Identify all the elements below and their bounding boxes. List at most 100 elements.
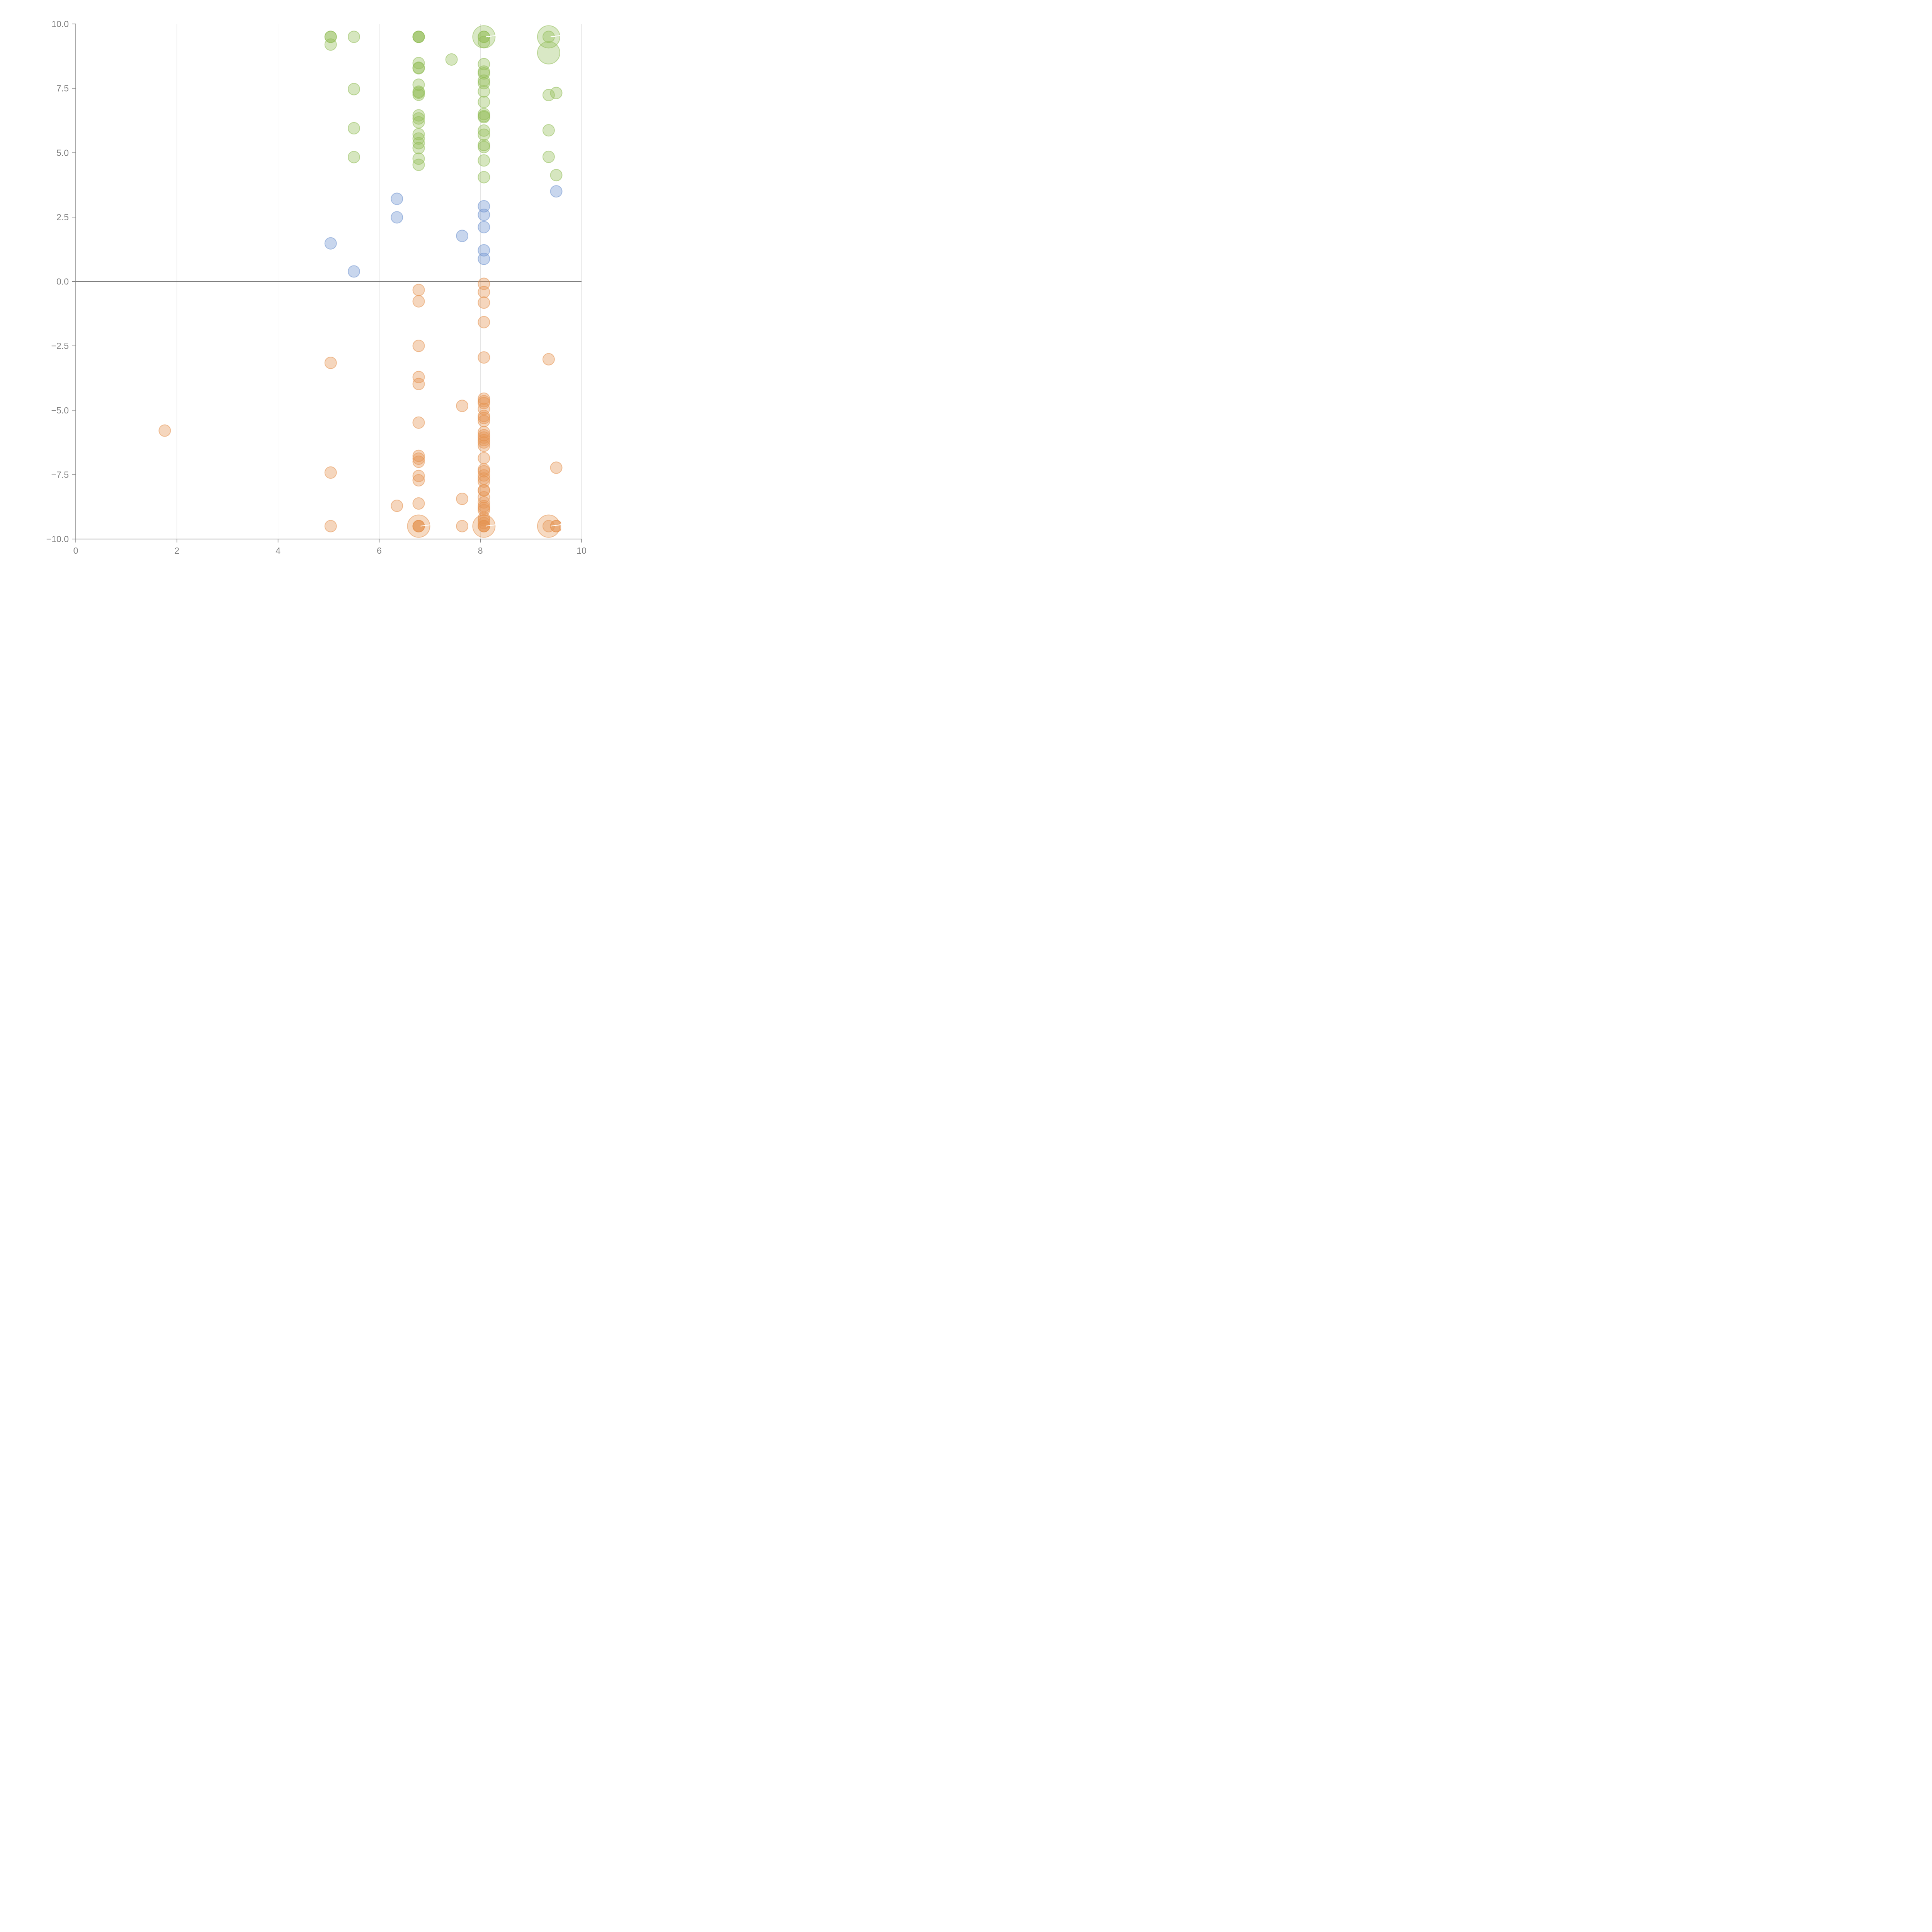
data-point	[550, 169, 563, 182]
axis-layer: 10.0 7.5 5.0 2.5 0.0 −2.5 −5.0 −7.5 −10.0 0 2 4 6 8 10	[46, 19, 587, 556]
data-point	[478, 111, 490, 124]
data-point	[412, 116, 425, 129]
data-point	[478, 124, 490, 137]
data-point	[324, 466, 337, 479]
series-orange	[158, 277, 563, 538]
y-tick-label: 2.5	[56, 212, 69, 222]
annotation-label: Y	[495, 519, 504, 534]
data-point	[550, 520, 563, 532]
annotation-label: A	[495, 30, 505, 44]
data-point	[478, 296, 490, 309]
y-tick-label: 10.0	[51, 19, 69, 29]
data-point	[412, 31, 425, 43]
data-point-large	[537, 25, 560, 49]
data-point	[478, 154, 490, 167]
data-point	[412, 142, 425, 155]
series-green	[324, 25, 563, 184]
data-point	[412, 109, 425, 122]
data-point	[550, 87, 563, 99]
data-point	[391, 211, 403, 224]
x-tick-label: 10	[577, 546, 587, 556]
data-point	[478, 31, 490, 43]
x-tick-label: 8	[478, 546, 483, 556]
data-point	[478, 392, 490, 405]
data-point	[478, 351, 490, 364]
data-point	[478, 415, 490, 427]
y-tick-label: 0.0	[56, 277, 69, 287]
data-point	[456, 230, 469, 242]
data-point	[550, 185, 563, 198]
data-point	[542, 150, 555, 163]
data-point	[478, 58, 490, 70]
data-point	[412, 132, 425, 145]
data-point	[412, 474, 425, 487]
data-point	[158, 424, 171, 437]
x-tick-label: 2	[174, 546, 179, 556]
data-point	[412, 284, 425, 296]
data-point	[478, 244, 490, 257]
y-tick-label: −10.0	[46, 534, 69, 544]
data-point	[412, 62, 425, 75]
data-point	[478, 141, 490, 153]
data-point	[412, 371, 425, 383]
data-point	[412, 340, 425, 352]
data-point	[478, 128, 490, 141]
data-point	[478, 252, 490, 265]
annotation-leader	[550, 35, 562, 37]
annotation-leader	[550, 524, 562, 527]
data-point	[478, 475, 490, 488]
annotation-label: D	[560, 519, 570, 534]
data-point	[478, 286, 490, 298]
series-blue	[324, 185, 563, 278]
data-point	[412, 295, 425, 308]
data-point	[412, 158, 425, 171]
data-point	[478, 95, 490, 108]
data-point	[445, 53, 458, 66]
data-point	[478, 403, 490, 415]
data-point-large	[537, 41, 560, 65]
marks-layer	[158, 25, 563, 538]
scatter-chart-svg: 10.07.55.02.50.0−2.5−5.0−7.5−10.00 2 4 6 8 10…	[46, 19, 587, 556]
data-point	[478, 520, 490, 532]
data-point	[456, 400, 469, 412]
data-point	[412, 137, 425, 150]
data-point	[391, 192, 403, 205]
data-point-large	[407, 514, 430, 538]
data-point	[347, 122, 360, 134]
annotation-leader	[420, 524, 432, 527]
y-tick-label: −7.5	[51, 469, 69, 480]
data-point	[456, 493, 469, 505]
data-point	[412, 57, 425, 70]
data-point	[478, 436, 490, 449]
data-point	[478, 200, 490, 213]
data-point	[412, 88, 425, 101]
data-point	[478, 74, 490, 87]
annotation-leader	[486, 524, 497, 527]
annotation-leader	[486, 35, 497, 37]
x-tick-label: 4	[276, 546, 281, 556]
data-point	[478, 452, 490, 464]
data-point	[412, 452, 425, 465]
data-point	[542, 124, 555, 137]
data-point	[412, 469, 425, 482]
scatter-chart: 10.0 7.5 5.0 2.5 0.0 −2.5 −5.0 −7.5 −10.0 0 2 4 6 8 10…	[0, 0, 606, 606]
data-point	[347, 31, 360, 43]
data-point	[347, 83, 360, 95]
data-point	[324, 520, 337, 532]
data-point	[542, 88, 555, 101]
data-point	[412, 520, 425, 532]
data-point	[478, 36, 490, 48]
data-point	[478, 171, 490, 184]
y-tick-label: −5.0	[51, 405, 69, 415]
data-point	[412, 378, 425, 390]
y-tick-label: 7.5	[56, 83, 69, 94]
data-point	[456, 520, 469, 532]
data-point	[478, 85, 490, 98]
data-point	[412, 112, 425, 125]
data-point	[542, 31, 555, 43]
data-point	[478, 439, 490, 452]
annotation-label: D	[430, 519, 440, 534]
data-point	[324, 357, 337, 369]
data-point	[324, 38, 337, 51]
x-tick-label: 0	[73, 546, 78, 556]
